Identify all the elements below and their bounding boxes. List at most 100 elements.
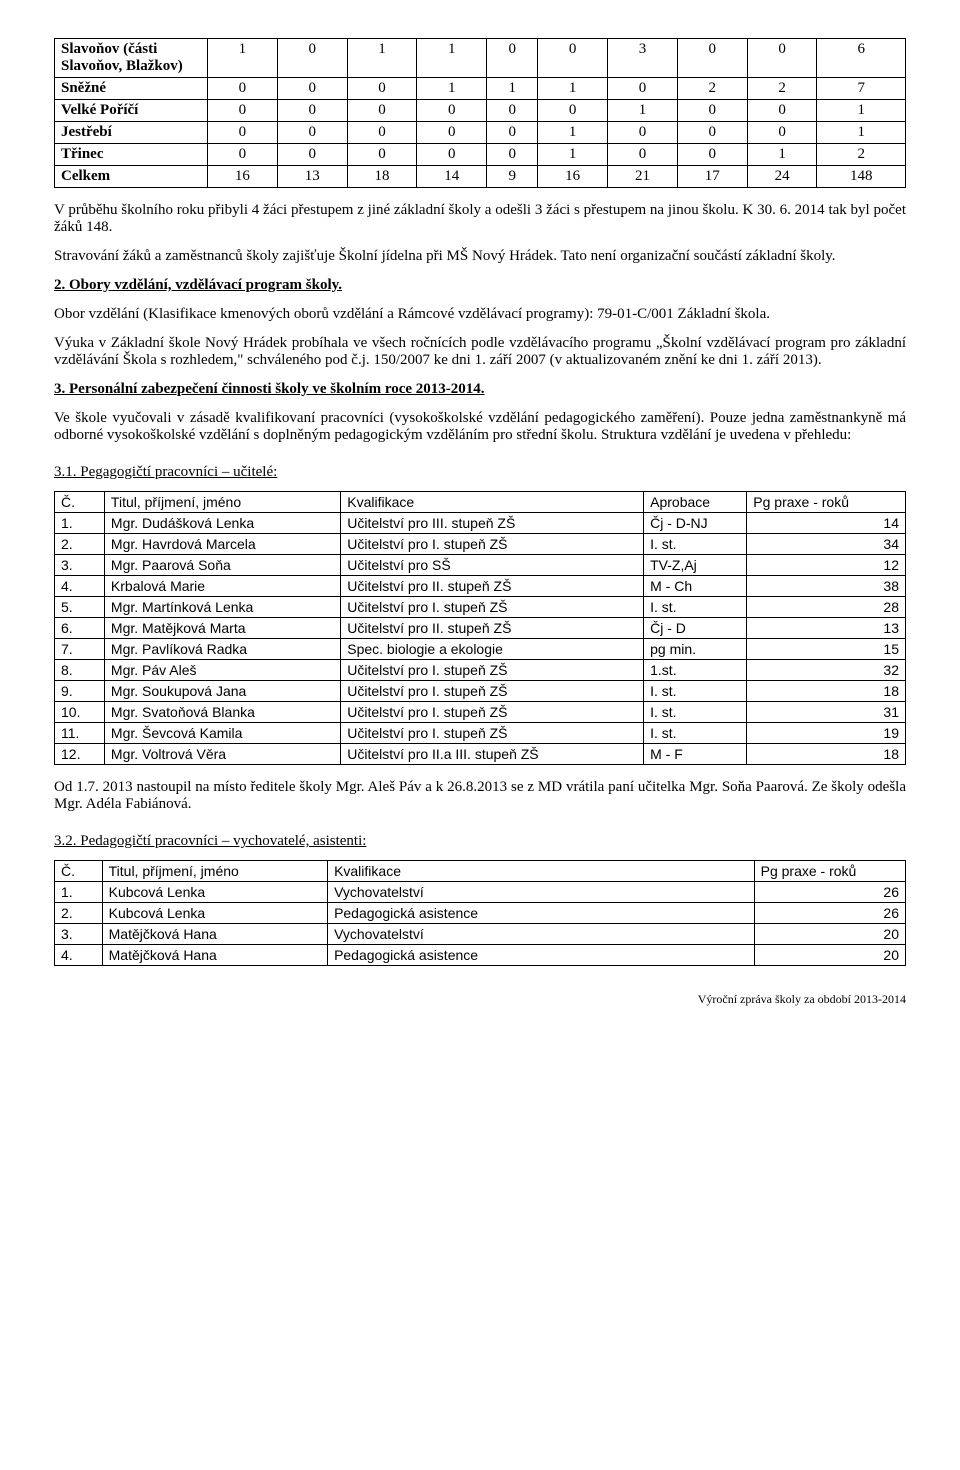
cell-value: 0 (277, 78, 347, 100)
cell-value: Učitelství pro I. stupeň ZŠ (341, 702, 644, 723)
cell-value: Mgr. Pavlíková Radka (104, 639, 340, 660)
teachers-table: Č.Titul, příjmení, jménoKvalifikaceAprob… (54, 491, 906, 765)
cell-value: 38 (747, 576, 906, 597)
assistants-table: Č.Titul, příjmení, jménoKvalifikacePg pr… (54, 860, 906, 966)
cell-value: 1 (817, 100, 906, 122)
section-heading-2: 2. Obory vzdělání, vzdělávací program šk… (54, 277, 906, 294)
cell-value: 0 (487, 122, 538, 144)
column-header: Titul, příjmení, jméno (104, 492, 340, 513)
cell-value: 0 (677, 122, 747, 144)
cell-value: Mgr. Paarová Soňa (104, 555, 340, 576)
cell-value: Kubcová Lenka (102, 903, 327, 924)
cell-value: Učitelství pro III. stupeň ZŠ (341, 513, 644, 534)
cell-value: Učitelství pro II.a III. stupeň ZŠ (341, 744, 644, 765)
cell-value: 0 (747, 100, 817, 122)
cell-value: 2 (747, 78, 817, 100)
cell-value: 1 (608, 100, 678, 122)
cell-value: I. st. (644, 597, 747, 618)
cell-value: 0 (208, 100, 278, 122)
table-row: 8.Mgr. Páv AlešUčitelství pro I. stupeň … (55, 660, 906, 681)
column-header: Kvalifikace (328, 861, 755, 882)
cell-value: Krbalová Marie (104, 576, 340, 597)
table-row: 6.Mgr. Matějková MartaUčitelství pro II.… (55, 618, 906, 639)
cell-value: Učitelství pro II. stupeň ZŠ (341, 618, 644, 639)
cell-value: 1 (538, 144, 608, 166)
cell-value: 0 (208, 144, 278, 166)
cell-value: Spec. biologie a ekologie (341, 639, 644, 660)
cell-value: 0 (417, 122, 487, 144)
row-label: Třinec (55, 144, 208, 166)
column-header: Aprobace (644, 492, 747, 513)
paragraph: Obor vzdělání (Klasifikace kmenových obo… (54, 306, 906, 323)
cell-value: 17 (677, 166, 747, 188)
table-row: 3.Matějčková HanaVychovatelství20 (55, 924, 906, 945)
cell-value: 18 (347, 166, 417, 188)
cell-value: 14 (417, 166, 487, 188)
table-row: Velké Poříčí0000001001 (55, 100, 906, 122)
column-header: Pg praxe - roků (747, 492, 906, 513)
table-row: 11.Mgr. Ševcová KamilaUčitelství pro I. … (55, 723, 906, 744)
cell-value: Učitelství pro I. stupeň ZŠ (341, 681, 644, 702)
table-row: 1.Kubcová LenkaVychovatelství26 (55, 882, 906, 903)
cell-value: 0 (208, 78, 278, 100)
table-row: Celkem16131814916211724148 (55, 166, 906, 188)
cell-value: 3 (608, 39, 678, 78)
cell-value: 0 (277, 144, 347, 166)
cell-value: 0 (347, 122, 417, 144)
cell-value: 0 (538, 100, 608, 122)
cell-value: Matějčková Hana (102, 945, 327, 966)
cell-value: Mgr. Martínková Lenka (104, 597, 340, 618)
cell-value: Učitelství pro I. stupeň ZŠ (341, 660, 644, 681)
cell-value: 6 (817, 39, 906, 78)
cell-value: 26 (754, 882, 905, 903)
cell-value: 19 (747, 723, 906, 744)
footer-text: Výroční zpráva školy za období 2013-2014 (54, 992, 906, 1007)
table-row: 5.Mgr. Martínková LenkaUčitelství pro I.… (55, 597, 906, 618)
cell-value: 148 (817, 166, 906, 188)
cell-value: 0 (277, 122, 347, 144)
municipality-table: Slavoňov (části Slavoňov, Blažkov)101100… (54, 38, 906, 188)
cell-value: 1 (817, 122, 906, 144)
cell-value: 21 (608, 166, 678, 188)
column-header: Kvalifikace (341, 492, 644, 513)
cell-value: 0 (277, 39, 347, 78)
cell-value: 2 (677, 78, 747, 100)
cell-value: Čj - D-NJ (644, 513, 747, 534)
table-row: Sněžné0001110227 (55, 78, 906, 100)
cell-value: 10. (55, 702, 105, 723)
cell-value: 2. (55, 903, 103, 924)
cell-value: 32 (747, 660, 906, 681)
cell-value: M - F (644, 744, 747, 765)
cell-value: 1 (538, 122, 608, 144)
table-row: 12.Mgr. Voltrová VěraUčitelství pro II.a… (55, 744, 906, 765)
cell-value: 12. (55, 744, 105, 765)
cell-value: 9 (487, 166, 538, 188)
table-row: 10.Mgr. Svatoňová BlankaUčitelství pro I… (55, 702, 906, 723)
cell-value: 1. (55, 513, 105, 534)
cell-value: M - Ch (644, 576, 747, 597)
cell-value: 11. (55, 723, 105, 744)
table-row: Třinec0000010012 (55, 144, 906, 166)
cell-value: 0 (347, 144, 417, 166)
cell-value: Učitelství pro I. stupeň ZŠ (341, 597, 644, 618)
cell-value: Učitelství pro II. stupeň ZŠ (341, 576, 644, 597)
table-row: 7.Mgr. Pavlíková RadkaSpec. biologie a e… (55, 639, 906, 660)
cell-value: 1 (347, 39, 417, 78)
cell-value: 24 (747, 166, 817, 188)
cell-value: 31 (747, 702, 906, 723)
cell-value: I. st. (644, 534, 747, 555)
table-row: 4.Krbalová MarieUčitelství pro II. stupe… (55, 576, 906, 597)
cell-value: 4. (55, 945, 103, 966)
row-label: Sněžné (55, 78, 208, 100)
cell-value: Mgr. Dudášková Lenka (104, 513, 340, 534)
cell-value: 6. (55, 618, 105, 639)
table-row: 9.Mgr. Soukupová JanaUčitelství pro I. s… (55, 681, 906, 702)
cell-value: 5. (55, 597, 105, 618)
cell-value: 0 (608, 78, 678, 100)
cell-value: 1 (487, 78, 538, 100)
table-row: 1.Mgr. Dudášková LenkaUčitelství pro III… (55, 513, 906, 534)
cell-value: 0 (677, 144, 747, 166)
cell-value: Učitelství pro I. stupeň ZŠ (341, 723, 644, 744)
table-header-row: Č.Titul, příjmení, jménoKvalifikaceAprob… (55, 492, 906, 513)
cell-value: 0 (487, 39, 538, 78)
